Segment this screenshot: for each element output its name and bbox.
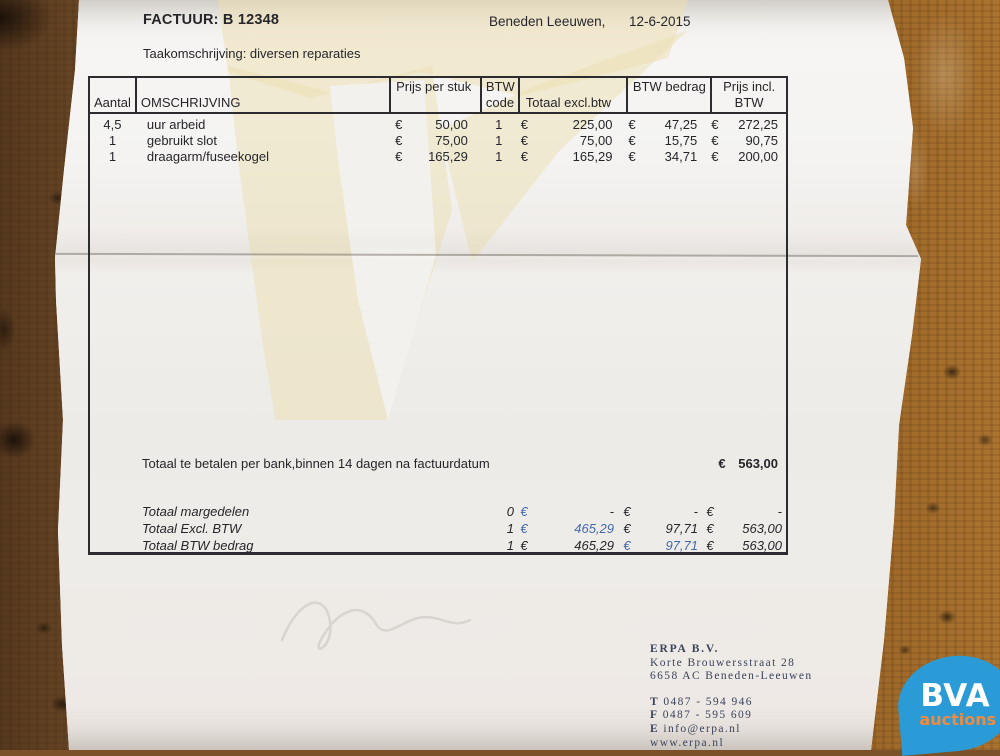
column-header-btw-code: BTW code: [479, 78, 518, 112]
table-row: 1 draagarm/fuseekogel €165,29 1 €165,29 …: [90, 149, 786, 165]
cell-btw-bedrag: €15,75: [628, 133, 698, 148]
euro-sign: €: [711, 149, 719, 164]
spacer: [650, 684, 813, 696]
table-header-row: Aantal OMSCHRIJVING Prijs per stuk BTW c…: [90, 78, 786, 114]
euro-sign: €: [706, 521, 714, 536]
cell-totaal-excl: €225,00: [520, 117, 613, 132]
cell-btw-code: 1: [495, 133, 503, 148]
euro-sign: €: [395, 133, 403, 148]
company-email: E info@erpa.nl: [650, 722, 741, 735]
company-name: ERPA B.V.: [650, 643, 720, 655]
column-header-omschrijving: OMSCHRIJVING: [134, 78, 389, 112]
cell-btw-bedrag: €34,71: [628, 149, 698, 164]
invoice-number-title: FACTUUR: B 12348: [143, 12, 280, 28]
cell-prijs-per-stuk: €75,00: [395, 133, 468, 148]
cell-btw-code: 1: [495, 149, 503, 164]
invoice-table: Aantal OMSCHRIJVING Prijs per stuk BTW c…: [88, 76, 788, 555]
euro-sign: €: [520, 133, 528, 148]
cell-omschrijving: draagarm/fuseekogel: [146, 149, 269, 164]
logo-text-bva: BVA: [920, 678, 991, 715]
table-row: 4,5 uur arbeid €50,00 1 €225,00 €47,25 €…: [90, 117, 786, 133]
company-city: 6658 AC Beneden-Leeuwen: [650, 670, 813, 683]
cell-prijs-per-stuk: €50,00: [395, 117, 468, 132]
cell-btw-code: 1: [495, 117, 503, 132]
column-header-prijs-per-stuk: Prijs per stuk: [389, 78, 480, 112]
cell-prijs-incl: €200,00: [711, 149, 778, 164]
invoice-date: 12-6-2015: [629, 14, 691, 29]
euro-sign: €: [706, 538, 714, 553]
cell-aantal: 1: [108, 149, 117, 164]
euro-sign: €: [520, 504, 528, 519]
handwriting-impression: [280, 601, 472, 650]
euro-sign: €: [628, 117, 636, 132]
euro-sign: €: [520, 149, 528, 164]
column-header-btw-bedrag: BTW bedrag: [626, 78, 710, 112]
cell-aantal: 1: [108, 133, 117, 148]
euro-sign: €: [623, 538, 631, 553]
table-row: 1 gebruikt slot €75,00 1 €75,00 €15,75 €…: [90, 133, 786, 149]
euro-sign: €: [520, 538, 528, 553]
cell-aantal: 4,5: [103, 117, 122, 132]
cell-omschrijving: gebruikt slot: [146, 133, 217, 148]
euro-sign: €: [623, 504, 631, 519]
euro-sign: €: [395, 117, 403, 132]
cell-prijs-incl: €90,75: [711, 133, 778, 148]
column-header-prijs-incl: Prijs incl. BTW: [710, 78, 786, 112]
logo-text-auctions: auctions: [919, 709, 996, 729]
payment-total-amount: 563,00: [738, 456, 778, 471]
euro-sign: €: [520, 117, 528, 132]
invoice-place: Beneden Leeuwen,: [489, 14, 606, 29]
euro-sign: €: [711, 133, 719, 148]
euro-sign: €: [623, 521, 631, 536]
summary-row-margedelen: Totaal margedelen 0 € - € - € -: [142, 504, 782, 519]
company-website: www.erpa.nl: [650, 736, 725, 749]
euro-sign: €: [628, 149, 636, 164]
euro-sign: €: [395, 149, 403, 164]
euro-sign: €: [706, 504, 714, 519]
euro-sign: €: [628, 133, 636, 148]
cell-totaal-excl: €165,29: [520, 149, 613, 164]
task-description: Taakomschrijving: diversen reparaties: [143, 46, 361, 61]
euro-sign: €: [520, 521, 528, 536]
company-phone: T 0487 - 594 946: [650, 695, 753, 708]
summary-row-btw-bedrag: Totaal BTW bedrag 1 € 465,29 € 97,71 € 5…: [142, 538, 782, 553]
cell-totaal-excl: €75,00: [520, 133, 613, 148]
company-fax: F 0487 - 595 609: [650, 709, 753, 722]
cell-omschrijving: uur arbeid: [146, 117, 206, 132]
cell-prijs-incl: €272,25: [711, 117, 778, 132]
cell-btw-bedrag: €47,25: [628, 117, 698, 132]
euro-sign: €: [718, 456, 726, 471]
summary-row-excl-btw: Totaal Excl. BTW 1 € 465,29 € 97,71 € 56…: [142, 521, 782, 536]
column-header-aantal: Aantal: [94, 95, 131, 110]
payment-terms-label: Totaal te betalen per bank,binnen 14 dag…: [142, 456, 490, 471]
euro-sign: €: [711, 117, 719, 132]
column-header-totaal-excl: Totaal excl.btw: [517, 78, 627, 112]
payment-total-row: Totaal te betalen per bank,binnen 14 dag…: [90, 456, 786, 474]
cell-prijs-per-stuk: €165,29: [395, 149, 468, 164]
company-letterhead: ERPA B.V. Korte Brouwersstraat 28 6658 A…: [650, 643, 813, 750]
company-street: Korte Brouwersstraat 28: [650, 656, 796, 669]
